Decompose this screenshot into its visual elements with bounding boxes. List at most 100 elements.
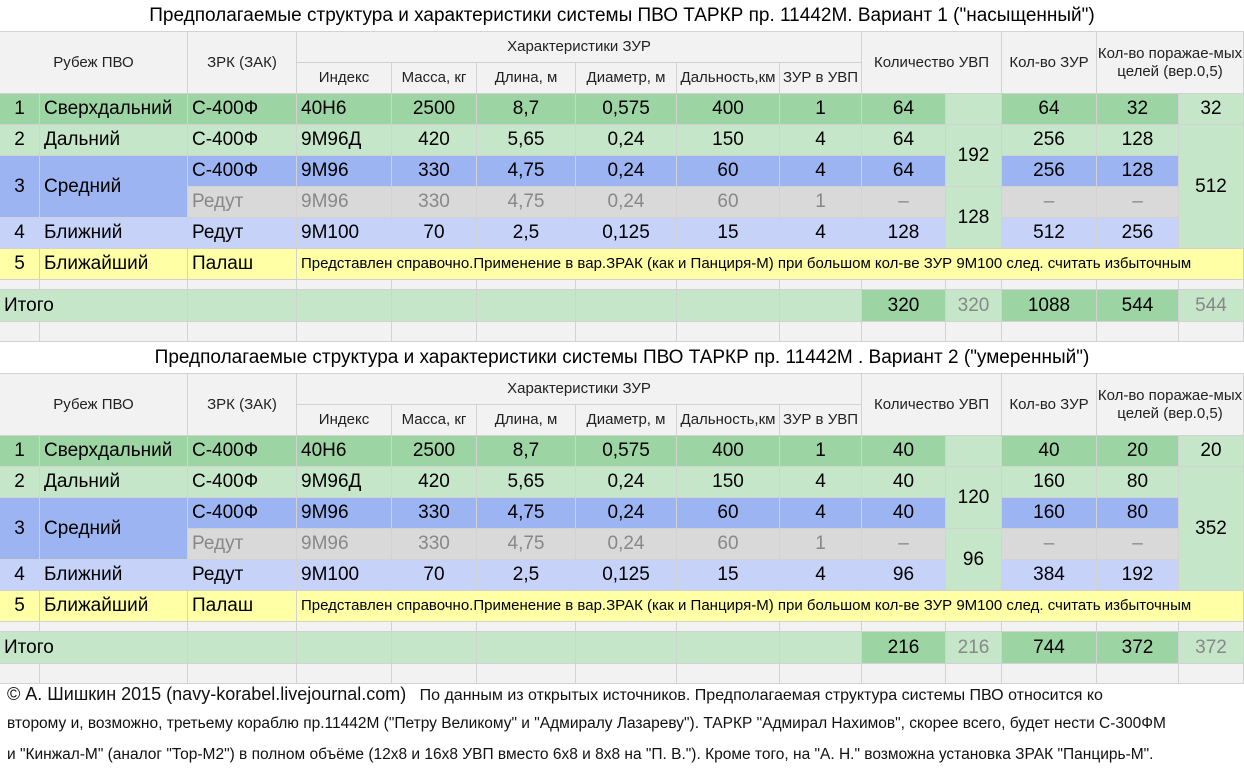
cell-per: 1 (780, 187, 862, 218)
cell-uvp-group-b: 96 (946, 529, 1002, 591)
footer-credit: © А. Шишкин 2015 (navy-korabel.livejourn… (7, 684, 407, 704)
spacer-cell (576, 280, 677, 290)
total-blank (780, 632, 862, 664)
total-tgt-alt: 372 (1179, 632, 1244, 664)
spacer-cell (297, 322, 392, 342)
spacer-cell (1179, 664, 1244, 684)
row-number: 3 (0, 156, 40, 218)
spacer-cell (1179, 622, 1244, 632)
cell-zrk: Палаш (188, 249, 297, 280)
spacer-cell (0, 280, 40, 290)
cell-mass: 330 (392, 498, 477, 529)
cell-zur: 64 (1002, 94, 1097, 125)
row-number: 1 (0, 436, 40, 467)
row-name: Средний (40, 156, 188, 218)
spacer-cell (188, 622, 297, 632)
cell-diam: 0,575 (576, 94, 677, 125)
spacer-cell (1179, 322, 1244, 342)
spacer-cell (40, 322, 188, 342)
spacer-cell (1002, 664, 1097, 684)
cell-uvp: 64 (862, 125, 946, 156)
row-number: 5 (0, 249, 40, 280)
spacer-cell (677, 664, 780, 684)
spacer-cell (188, 322, 297, 342)
header-index: Индекс (297, 63, 392, 94)
spacer-cell (1002, 622, 1097, 632)
header-rubezh: Рубеж ПВО (0, 32, 188, 94)
total-tgt: 544 (1097, 290, 1179, 322)
spacer-cell (0, 664, 40, 684)
row-number: 4 (0, 218, 40, 249)
cell-diam: 0,24 (576, 187, 677, 218)
spacer-cell (862, 322, 946, 342)
cell-zrk: С-400Ф (188, 436, 297, 467)
total-label: Итого (0, 290, 188, 322)
cell-tgt: – (1097, 187, 1179, 218)
cell-diam: 0,24 (576, 467, 677, 498)
total-blank (392, 290, 477, 322)
cell-zur: 256 (1002, 125, 1097, 156)
spacer-cell (392, 280, 477, 290)
spacer-cell (392, 322, 477, 342)
header-massa: Масса, кг (392, 405, 477, 436)
total-blank (392, 632, 477, 664)
spacer-cell (297, 280, 392, 290)
cell-uvp: 64 (862, 94, 946, 125)
spacer-cell (297, 622, 392, 632)
total-tgt-alt: 544 (1179, 290, 1244, 322)
cell-per: 4 (780, 467, 862, 498)
cell-idx: 9М96 (297, 156, 392, 187)
row-name: Ближайший (40, 591, 188, 622)
cell-zrk: Редут (188, 560, 297, 591)
spacer-cell (780, 280, 862, 290)
cell-tgt: 128 (1097, 156, 1179, 187)
cell-zur: – (1002, 187, 1097, 218)
row-note: Представлен справочно.Применение в вар.З… (297, 591, 1244, 622)
spacer-cell (0, 622, 40, 632)
total-blank (297, 290, 392, 322)
cell-range: 60 (677, 187, 780, 218)
row-number: 5 (0, 591, 40, 622)
cell-tgt-group-a: 20 (1179, 436, 1244, 467)
row-name: Ближний (40, 218, 188, 249)
spacer-cell (1179, 280, 1244, 290)
header-har: Характеристики ЗУР (297, 374, 862, 405)
header-zrk: ЗРК (ЗАК) (188, 374, 297, 436)
cell-idx: 40Н6 (297, 436, 392, 467)
cell-uvp: – (862, 529, 946, 560)
cell-zrk: С-400Ф (188, 94, 297, 125)
cell-range: 150 (677, 125, 780, 156)
cell-len: 4,75 (477, 529, 576, 560)
total-blank (576, 290, 677, 322)
spacer-cell (392, 622, 477, 632)
cell-uvp-group-a: 120 (946, 467, 1002, 529)
header-rubezh: Рубеж ПВО (0, 374, 188, 436)
spacer-cell (1097, 622, 1179, 632)
cell-uvp: 128 (862, 218, 946, 249)
header-kol-zur: Кол-во ЗУР (1002, 374, 1097, 436)
header-kol-tsel: Кол-во поражае-мых целей (вер.0,5) (1097, 374, 1244, 436)
cell-mass: 70 (392, 560, 477, 591)
spacer-cell (40, 664, 188, 684)
spacer-cell (297, 664, 392, 684)
spacer-cell (188, 664, 297, 684)
cell-tgt: 192 (1097, 560, 1179, 591)
cell-mass: 420 (392, 467, 477, 498)
cell-tgt-group-b: 352 (1179, 467, 1244, 591)
spacer-cell (1097, 280, 1179, 290)
cell-mass: 330 (392, 156, 477, 187)
cell-uvp: 40 (862, 498, 946, 529)
cell-range: 15 (677, 560, 780, 591)
header-zur_uvp: ЗУР в УВП (780, 405, 862, 436)
cell-uvp: 40 (862, 436, 946, 467)
footer-line-3: и "Кинжал-М" (аналог "Тор-М2") в полном … (7, 746, 1154, 763)
row-name: Ближайший (40, 249, 188, 280)
cell-diam: 0,24 (576, 125, 677, 156)
cell-len: 4,75 (477, 187, 576, 218)
header-kol-tsel: Кол-во поражае-мых целей (вер.0,5) (1097, 32, 1244, 94)
table-title: Предполагаемые структура и характеристик… (0, 342, 1244, 374)
header-diam: Диаметр, м (576, 63, 677, 94)
spacer-cell (477, 280, 576, 290)
cell-tgt: 256 (1097, 218, 1179, 249)
row-number: 1 (0, 94, 40, 125)
